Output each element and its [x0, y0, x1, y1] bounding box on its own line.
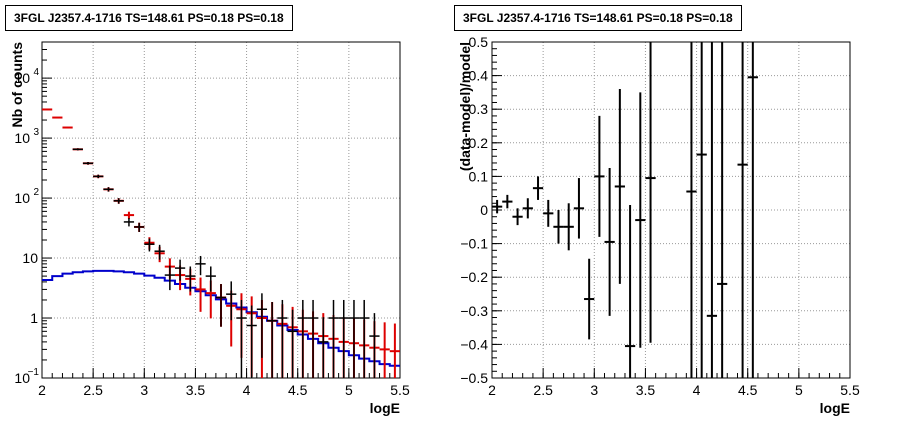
model-step-line: [42, 269, 400, 367]
x-tick-label: 2: [38, 382, 46, 398]
y-axis-title: Nb of counts: [9, 42, 25, 128]
x-tick-label: 2: [488, 382, 496, 398]
y-tick-label: 10: [14, 70, 30, 86]
y-tick-label: −0.2: [460, 269, 488, 285]
x-axis-title: logE: [370, 400, 400, 416]
x-tick-label: 5: [345, 382, 353, 398]
x-tick-label: 3: [590, 382, 598, 398]
y-tick-label: −0.5: [460, 370, 488, 386]
x-axis-title: logE: [820, 400, 850, 416]
y-tick-label: 0.2: [469, 135, 489, 151]
x-tick-label: 4.5: [738, 382, 758, 398]
y-tick-label: 0.1: [469, 168, 489, 184]
y-tick-label: −0.4: [460, 336, 488, 352]
x-tick-label: 5.5: [840, 382, 860, 398]
x-tick-label: 2.5: [83, 382, 103, 398]
left-plot-frame: [41, 41, 401, 379]
y-tick-label: 10: [14, 190, 30, 206]
y-tick-label: −0.1: [460, 236, 488, 252]
y-tick-label: 0.3: [469, 101, 489, 117]
y-tick-label: 10: [14, 370, 30, 386]
x-tick-label: 4: [693, 382, 701, 398]
y-tick-exponent: 4: [33, 67, 39, 78]
x-tick-label: 2.5: [533, 382, 553, 398]
right-plot-frame: [491, 41, 851, 379]
y-tick-exponent: 3: [33, 127, 39, 138]
right-plot-title: 3FGL J2357.4-1716 TS=148.61 PS=0.18 PS=0…: [454, 5, 742, 31]
x-tick-label: 4: [243, 382, 251, 398]
x-tick-label: 3.5: [636, 382, 656, 398]
x-tick-label: 5: [795, 382, 803, 398]
x-tick-label: 3: [140, 382, 148, 398]
x-tick-label: 3.5: [186, 382, 206, 398]
y-tick-exponent: −1: [28, 367, 40, 378]
left-plot-title: 3FGL J2357.4-1716 TS=148.61 PS=0.18 PS=0…: [5, 5, 293, 31]
y-tick-label: 10: [22, 250, 38, 266]
y-axis-title: (data-model)/model: [457, 42, 473, 171]
y-tick-label: 1: [30, 310, 38, 326]
y-tick-label: 0: [480, 202, 488, 218]
y-tick-label: −0.3: [460, 303, 488, 319]
x-tick-label: 5.5: [390, 382, 410, 398]
y-tick-label: 0.5: [469, 34, 489, 50]
y-tick-label: 10: [14, 130, 30, 146]
y-tick-exponent: 2: [33, 187, 39, 198]
x-tick-label: 4.5: [288, 382, 308, 398]
y-tick-label: 0.4: [469, 68, 489, 84]
